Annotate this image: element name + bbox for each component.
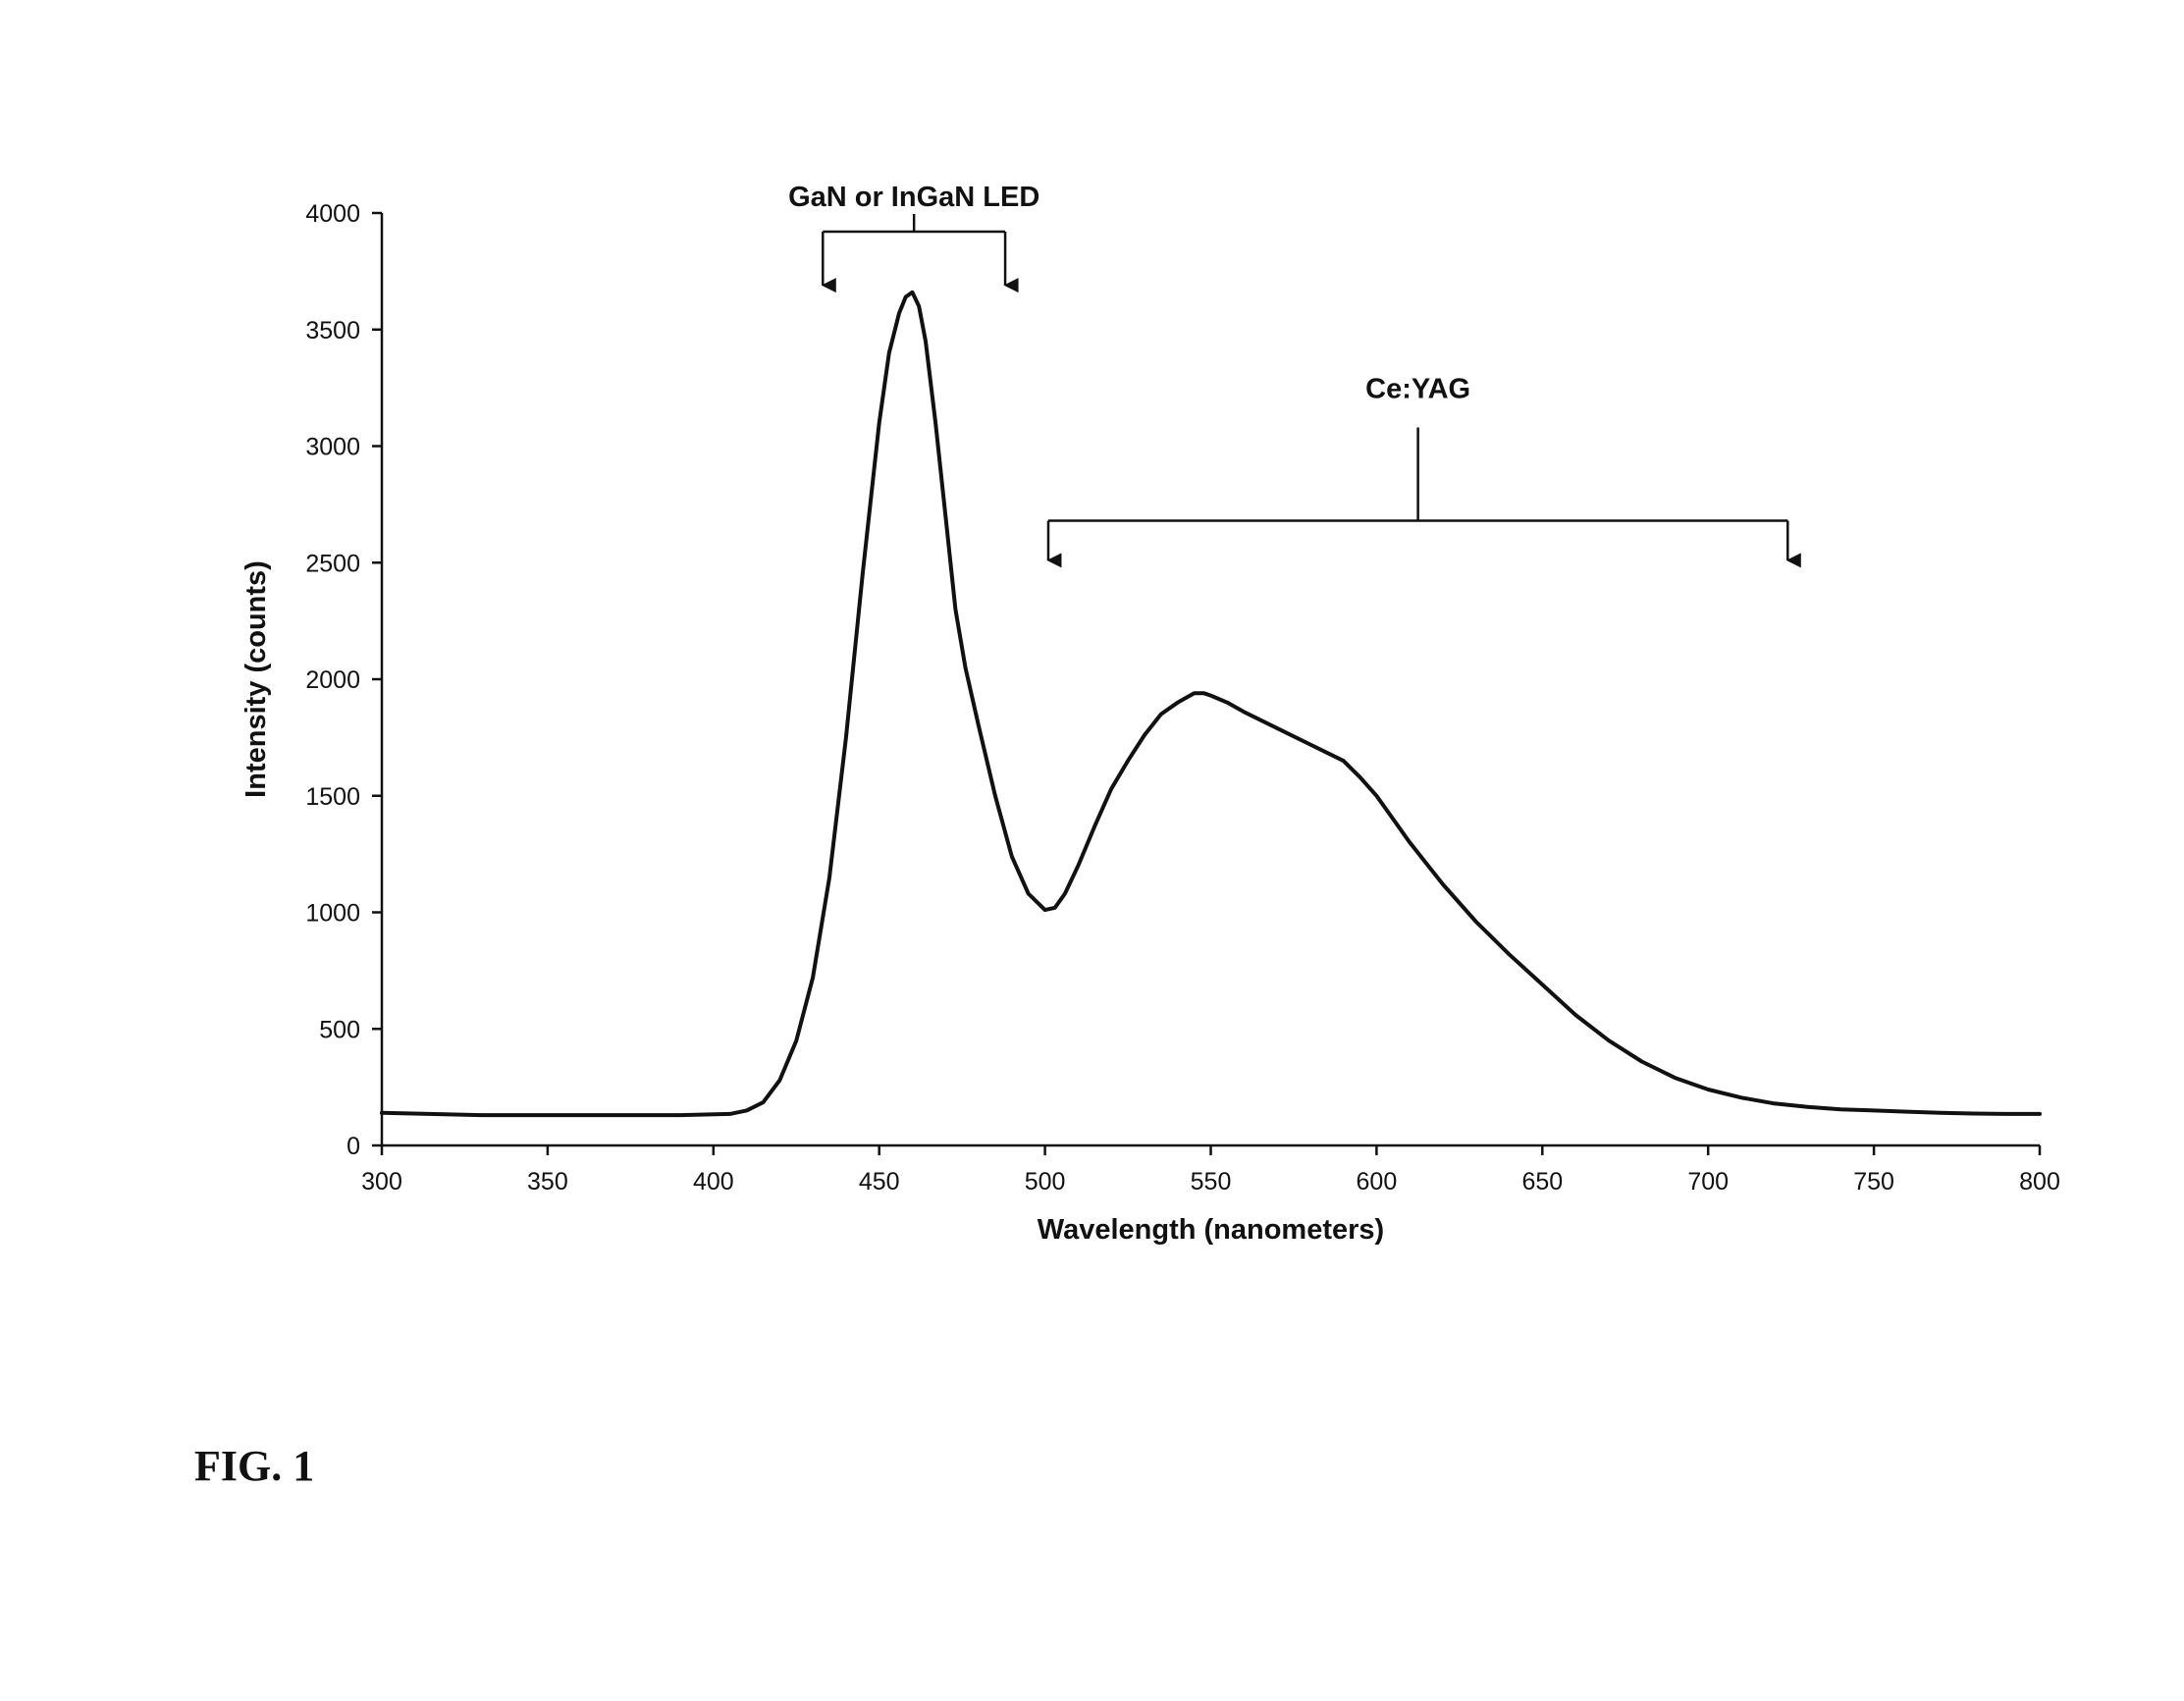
y-tick-label: 3500	[305, 317, 360, 345]
x-tick-label: 800	[2019, 1168, 2060, 1196]
y-ticks: 0 500 1000 1500 2000 2500 3000 3500 4000	[305, 200, 382, 1160]
x-tick-label: 500	[1025, 1168, 1066, 1196]
y-tick-label: 1000	[305, 900, 360, 928]
y-tick-label: 1500	[305, 783, 360, 811]
x-tick-label: 300	[361, 1168, 402, 1196]
x-axis-title: Wavelength (nanometers)	[1038, 1214, 1384, 1246]
spectrum-chart: 300 350 400 450 500 550 600 650 700 750 800 0 500 10…	[0, 0, 2184, 1701]
y-tick-label: 500	[319, 1016, 360, 1043]
plot-axes	[382, 213, 2040, 1145]
x-tick-label: 600	[1357, 1168, 1398, 1196]
annotation-label: Ce:YAG	[1365, 374, 1470, 405]
x-tick-label: 700	[1687, 1168, 1729, 1196]
y-tick-label: 4000	[305, 200, 360, 228]
x-tick-label: 350	[527, 1168, 568, 1196]
y-tick-label: 2500	[305, 550, 360, 577]
annotation-label: GaN or InGaN LED	[788, 182, 1039, 213]
x-tick-label: 400	[693, 1168, 734, 1196]
x-tick-label: 550	[1191, 1168, 1232, 1196]
figure-label: FIG. 1	[194, 1441, 314, 1491]
annotation-layer: GaN or InGaN LED Ce:YAG	[788, 182, 1787, 560]
series-line-0	[382, 292, 2040, 1115]
x-tick-label: 750	[1853, 1168, 1894, 1196]
y-tick-label: 0	[346, 1133, 360, 1160]
y-axis-title: Intensity (counts)	[240, 560, 272, 798]
x-tick-label: 650	[1521, 1168, 1563, 1196]
y-tick-label: 3000	[305, 434, 360, 461]
x-tick-label: 450	[859, 1168, 900, 1196]
series-layer	[382, 292, 2040, 1115]
x-ticks: 300 350 400 450 500 550 600 650 700 750 800	[361, 1145, 2060, 1196]
y-tick-label: 2000	[305, 666, 360, 694]
